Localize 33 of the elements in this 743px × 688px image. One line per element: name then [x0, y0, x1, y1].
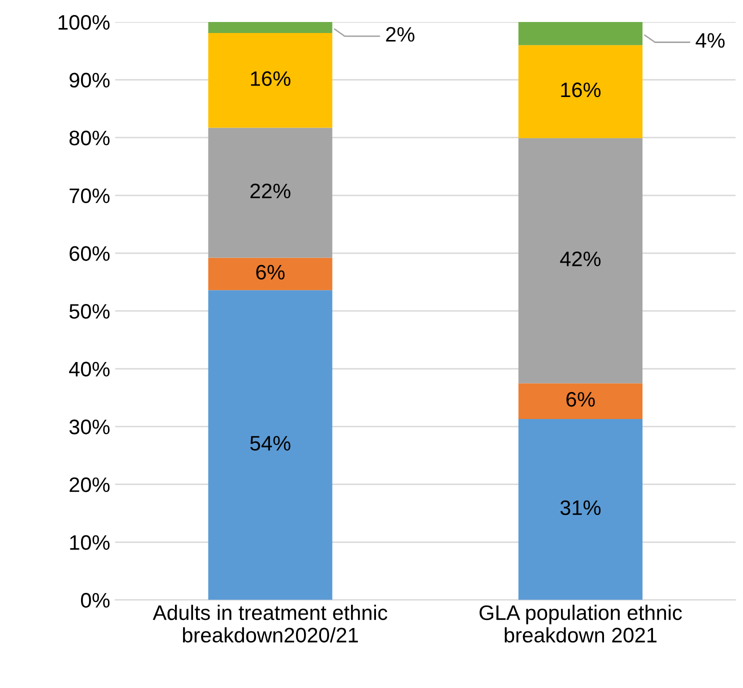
bar — [518, 419, 643, 600]
y-tick-label: 100% — [58, 15, 110, 30]
data-label: 54% — [250, 436, 290, 451]
y-tick-label: 60% — [70, 246, 110, 261]
data-label: 31% — [560, 500, 601, 516]
bar — [518, 383, 643, 420]
y-tick-label: 80% — [70, 130, 110, 146]
data-label: 16% — [561, 82, 601, 98]
bar — [208, 32, 332, 128]
y-tick-label: 90% — [70, 72, 110, 88]
y-tick-label: 50% — [69, 304, 110, 319]
x-tick-label: GLA population ethnic breakdown 2021 — [480, 604, 682, 643]
x-tick-label: Adults in treatment ethnic breakdown2020/21 — [152, 604, 388, 643]
data-label: 6% — [566, 392, 595, 407]
data-label: 2% — [386, 27, 414, 42]
bar — [208, 22, 332, 33]
data-label: 4% — [696, 33, 725, 48]
y-tick-label: 70% — [70, 188, 110, 204]
data-label: 42% — [560, 252, 601, 266]
y-tick-label: 0% — [81, 592, 110, 608]
data-label: 16% — [251, 71, 290, 86]
data-label: 22% — [250, 184, 290, 198]
data-label: 6% — [256, 264, 285, 280]
bar — [208, 290, 332, 600]
y-tick-label: 20% — [70, 477, 110, 492]
y-tick-label: 10% — [70, 535, 110, 550]
y-tick-label: 30% — [69, 420, 110, 434]
bar — [208, 258, 332, 290]
y-tick-label: 40% — [69, 362, 110, 377]
bar — [208, 128, 332, 258]
bar — [518, 22, 643, 46]
bar — [518, 45, 643, 138]
bar — [518, 138, 643, 384]
